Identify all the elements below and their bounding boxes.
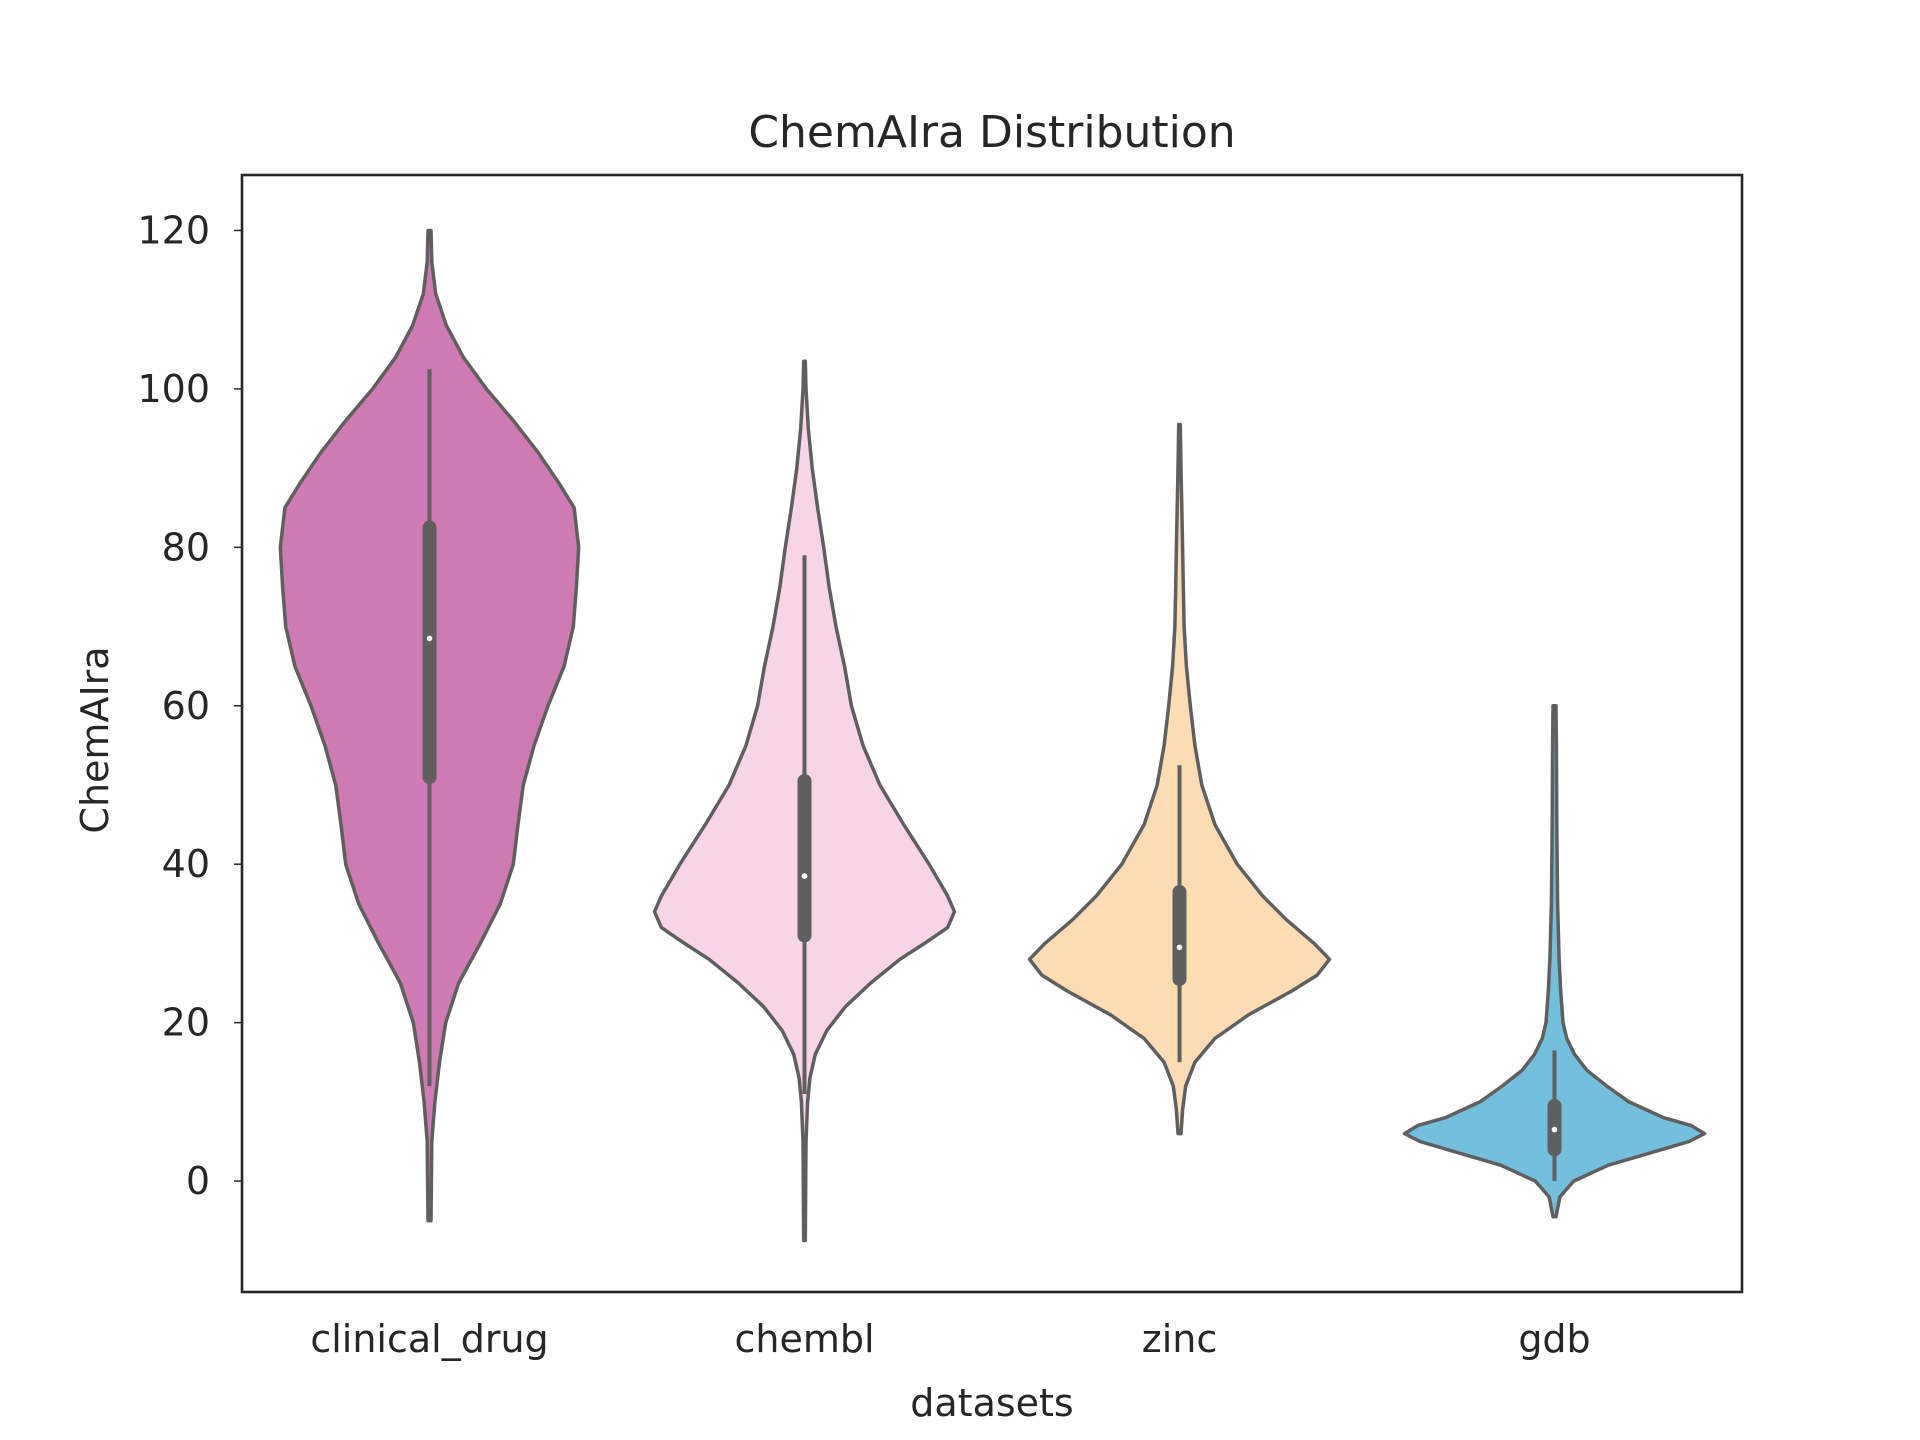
x-axis-label: datasets (910, 1381, 1073, 1425)
median-point (1176, 944, 1183, 951)
y-axis-label: ChemAIra (73, 646, 117, 833)
violin-zinc (1027, 422, 1332, 1136)
median-point (801, 873, 808, 879)
plot-frame (240, 173, 1744, 1294)
chart-title: ChemAIra Distribution (748, 107, 1235, 158)
violin-body (1402, 704, 1707, 1219)
median-point (426, 635, 433, 642)
x-tick-label-chembl: chembl (734, 1317, 874, 1361)
y-tick-label: 120 (137, 208, 210, 252)
x-axis-ticks: clinical_drug chembl zinc gdb (310, 1317, 1590, 1361)
median-point (1551, 1126, 1558, 1133)
violin-clinical-drug (278, 228, 581, 1223)
y-tick-label: 20 (162, 1001, 210, 1045)
y-tick-label: 0 (186, 1159, 210, 1203)
y-tick-label: 100 (137, 367, 210, 411)
x-tick-label-zinc: zinc (1142, 1317, 1217, 1361)
violins-layer (278, 228, 1707, 1243)
x-tick-label-gdb: gdb (1518, 1317, 1590, 1361)
x-tick-label-clinical-drug: clinical_drug (310, 1317, 548, 1361)
y-tick-label: 60 (162, 684, 210, 728)
y-tick-label: 80 (162, 525, 210, 569)
y-axis-ticks: 0 20 40 60 80 100 120 (137, 208, 242, 1203)
y-tick-label: 40 (162, 842, 210, 886)
violin-chembl (652, 359, 957, 1243)
violin-gdb (1402, 704, 1707, 1219)
